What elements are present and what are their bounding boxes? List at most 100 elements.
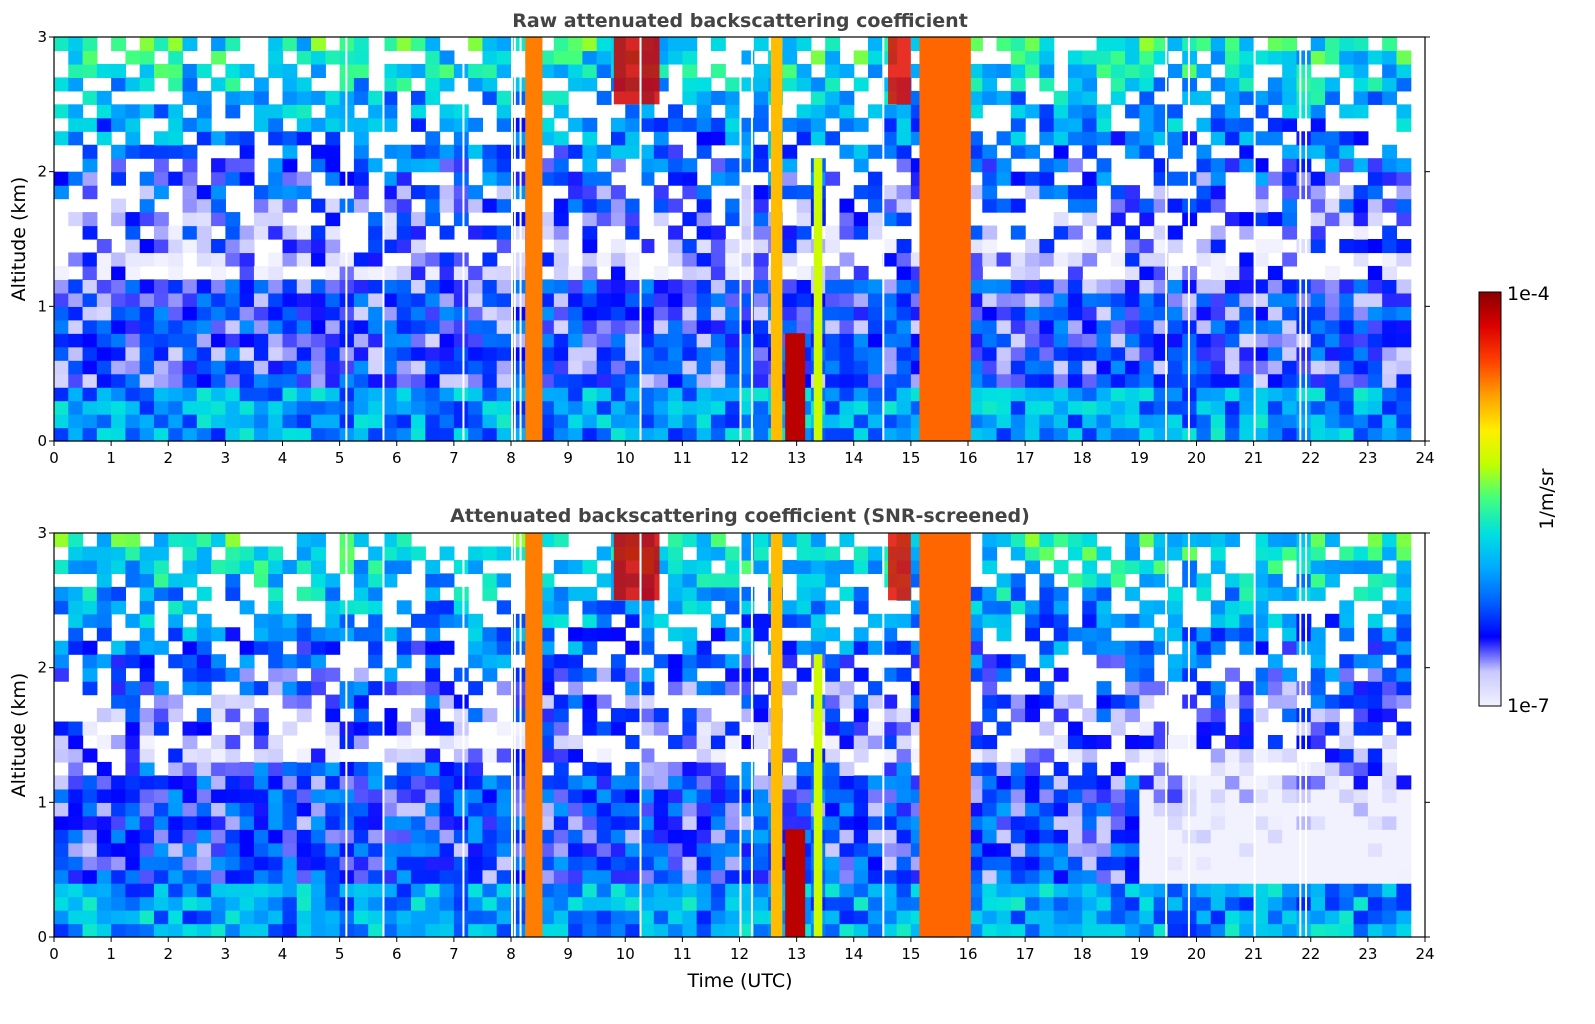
heatmap-cell [68, 533, 84, 548]
heatmap-cell [396, 910, 412, 925]
heatmap-cell [710, 775, 726, 790]
heatmap-cell [96, 427, 112, 442]
heatmap-cell [396, 856, 412, 871]
heatmap-cell [1196, 586, 1212, 601]
heatmap-cell [1353, 694, 1369, 709]
heatmap-cell [182, 829, 198, 844]
heatmap-cell [968, 613, 983, 628]
heatmap-cell [282, 37, 298, 52]
heatmap-cell [1353, 788, 1369, 803]
heatmap-cell [553, 171, 569, 186]
heatmap-cell [425, 681, 441, 696]
heatmap-cell [411, 292, 426, 307]
heatmap-cell [582, 346, 598, 361]
heatmap-cell [311, 654, 326, 669]
heatmap-cell [353, 131, 369, 146]
heatmap-cell [1396, 573, 1412, 588]
x-tick-label: 21 [1244, 945, 1263, 963]
heatmap-cell [1367, 185, 1383, 200]
heatmap-cell [639, 842, 655, 857]
heatmap-cell [753, 533, 769, 548]
heatmap-cell [411, 788, 426, 803]
heatmap-cell [1353, 869, 1369, 884]
heatmap-cell [168, 761, 184, 776]
heatmap-cell [1082, 306, 1098, 321]
heatmap-cell [211, 761, 226, 776]
heatmap-cell [468, 346, 484, 361]
heatmap-cell [1139, 117, 1155, 132]
heatmap-cell [125, 131, 141, 146]
heatmap-cell [396, 77, 412, 92]
heatmap-cell [196, 63, 212, 78]
heatmap-cell [1225, 856, 1240, 871]
heatmap-cell [1267, 90, 1283, 105]
heatmap-cell [125, 923, 141, 938]
heatmap-cell [853, 842, 869, 857]
heatmap-cell [625, 400, 641, 415]
heatmap-cell [968, 640, 983, 655]
x-tick-label: 22 [1301, 945, 1320, 963]
heatmap-cell [296, 856, 312, 871]
heatmap-cell [1382, 63, 1398, 78]
heatmap-cell [211, 37, 226, 52]
heatmap-cell [682, 586, 698, 601]
heatmap-cell [1196, 735, 1212, 750]
heatmap-cell [1367, 265, 1383, 280]
heatmap-cell [696, 212, 712, 227]
heatmap-cell [511, 414, 526, 429]
heatmap-cell [1110, 306, 1126, 321]
heatmap-cell [639, 104, 655, 119]
heatmap-cell [1139, 681, 1155, 696]
heatmap-cell [1025, 896, 1041, 911]
heatmap-cell [1339, 788, 1355, 803]
heatmap-cell [696, 559, 712, 574]
heatmap-cell [1039, 117, 1055, 132]
heatmap-cell [810, 533, 826, 548]
heatmap-cell [68, 761, 84, 776]
heatmap-cell [1339, 319, 1355, 334]
heatmap-cell [610, 400, 626, 415]
heatmap-cell [825, 292, 841, 307]
heatmap-cell [1039, 50, 1055, 65]
heatmap-cell [82, 748, 98, 763]
heatmap-cell [1339, 802, 1355, 817]
heatmap-cell [1010, 883, 1026, 898]
heatmap-cell [1396, 198, 1412, 213]
heatmap-cell [725, 600, 741, 615]
heatmap-cell [982, 360, 998, 375]
heatmap-cell [968, 896, 983, 911]
heatmap-cell [496, 37, 512, 52]
heatmap-cell [1382, 681, 1398, 696]
heatmap-cell [1296, 414, 1312, 429]
heatmap-cell [96, 387, 112, 402]
heatmap-cell [1339, 239, 1355, 254]
heatmap-cell [553, 360, 569, 375]
heatmap-cell [753, 77, 769, 92]
heatmap-cell [610, 387, 626, 402]
heatmap-cell [553, 735, 569, 750]
heatmap-cell [725, 869, 741, 884]
heatmap-cell [496, 63, 512, 78]
heatmap-cell [825, 748, 841, 763]
heatmap-cell [710, 681, 726, 696]
heatmap-cell [396, 265, 412, 280]
heatmap-cell [625, 387, 641, 402]
heatmap-cell [568, 171, 584, 186]
heatmap-cell [553, 883, 569, 898]
heatmap-cell [1125, 735, 1140, 750]
heatmap-cell [1067, 360, 1083, 375]
heatmap-cell [511, 788, 526, 803]
heatmap-cell [196, 546, 212, 561]
heatmap-cell [382, 775, 398, 790]
heatmap-cell [553, 775, 569, 790]
heatmap-cell [853, 667, 869, 682]
heatmap-cell [1310, 333, 1326, 348]
x-tick-label: 9 [563, 945, 573, 963]
heatmap-cell [639, 788, 655, 803]
heatmap-cell [1053, 802, 1069, 817]
heatmap-cell [1267, 802, 1283, 817]
heatmap-cell [1010, 171, 1026, 186]
heatmap-cell [411, 910, 426, 925]
top-panel: Raw attenuated backscattering coefficien… [8, 10, 1435, 467]
heatmap-cell [353, 279, 369, 294]
